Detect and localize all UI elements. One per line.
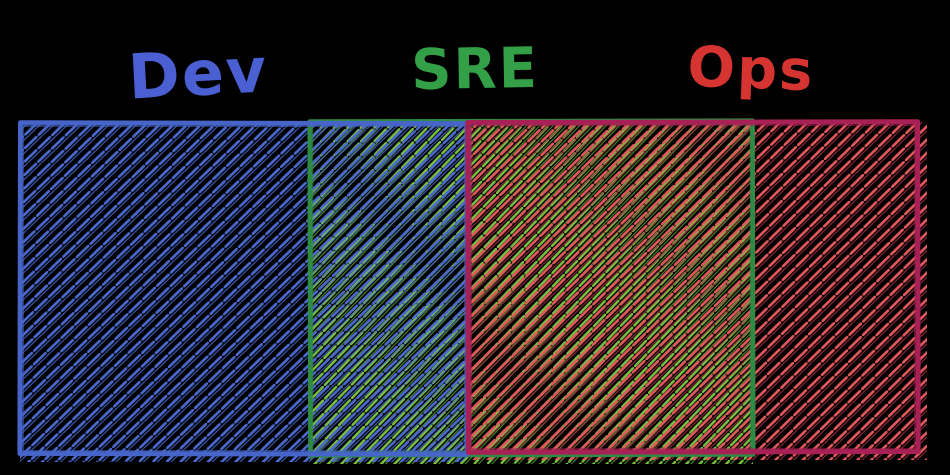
ops-border: [465, 119, 921, 455]
ops-border-outline: [465, 119, 921, 455]
sre-label: SRE: [411, 36, 540, 103]
ops-hatch-area: [468, 122, 927, 460]
ops-rectangle: [468, 122, 927, 460]
dev-border-redraw: [22, 125, 466, 452]
dev-rectangle: [20, 123, 468, 462]
dev-hatch-area: [20, 123, 468, 462]
ops-border-redraw: [470, 124, 916, 450]
dev-label: Dev: [126, 33, 270, 113]
ops-label: Ops: [686, 35, 815, 104]
